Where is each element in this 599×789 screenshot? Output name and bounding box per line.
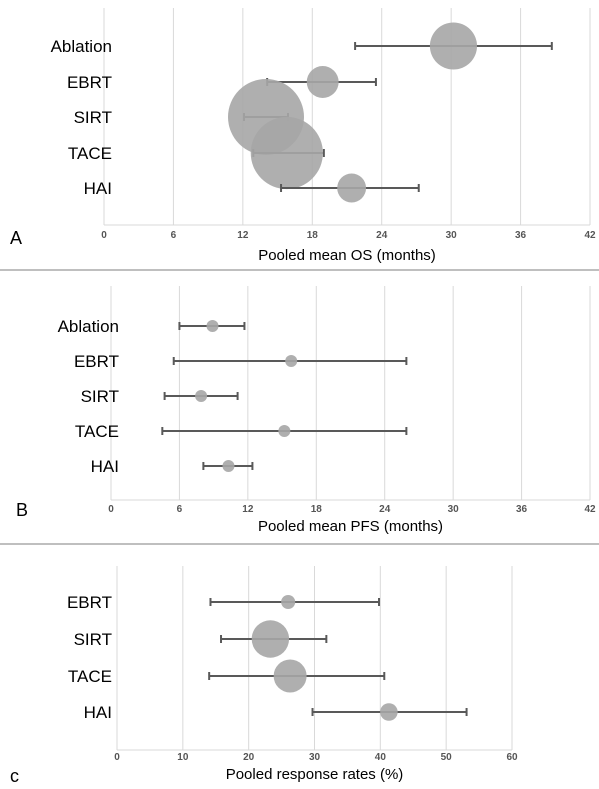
- category-label: HAI: [91, 457, 119, 476]
- estimate-bubble: [206, 320, 219, 332]
- category-label: HAI: [84, 179, 112, 198]
- panel-c: 0 10 20 30 40 50 60 EBRT SIRT TACE HAI Pooled respo…: [10, 566, 518, 786]
- x-tick-label: 6: [171, 230, 177, 241]
- x-tick-label: 40: [375, 752, 387, 763]
- estimate-bubble: [278, 425, 291, 437]
- x-tick-label: 30: [448, 504, 460, 515]
- panel-b: 0 6 12 18 24 30 36 42 Ablation EBRT SIRT TACE HAI Poo…: [16, 286, 596, 535]
- category-label: HAI: [84, 703, 112, 722]
- x-tick-label: 6: [177, 504, 183, 515]
- x-tick-label: 12: [237, 230, 249, 241]
- estimate-bubble: [285, 355, 298, 367]
- x-tick-label: 20: [243, 752, 255, 763]
- x-tick-label: 36: [516, 504, 528, 515]
- category-label: SIRT: [81, 387, 119, 406]
- estimate-bubble: [429, 22, 478, 70]
- category-label: Ablation: [51, 37, 112, 56]
- x-tick-label: 18: [311, 504, 323, 515]
- estimate-bubble: [306, 66, 339, 98]
- x-tick-label: 30: [309, 752, 321, 763]
- estimate-bubble: [281, 594, 296, 610]
- x-axis-title: Pooled response rates (%): [226, 766, 404, 783]
- x-tick-label: 18: [307, 230, 319, 241]
- panel-letter: A: [10, 228, 22, 248]
- category-label: TACE: [75, 422, 119, 441]
- estimate-bubble: [380, 703, 398, 721]
- x-axis-title: Pooled mean PFS (months): [258, 518, 443, 535]
- x-tick-label: 12: [242, 504, 254, 515]
- x-axis-title: Pooled mean OS (months): [258, 247, 436, 264]
- estimate-bubble: [273, 659, 307, 693]
- category-label: TACE: [68, 667, 112, 686]
- category-label: SIRT: [74, 108, 112, 127]
- panel-letter: B: [16, 500, 28, 520]
- x-tick-label: 60: [506, 752, 518, 763]
- estimate-bubble: [250, 116, 323, 190]
- x-tick-label: 0: [108, 504, 114, 515]
- category-label: EBRT: [67, 73, 112, 92]
- x-tick-label: 50: [441, 752, 453, 763]
- category-label: SIRT: [74, 630, 112, 649]
- x-tick-label: 0: [114, 752, 120, 763]
- estimate-bubble: [337, 173, 367, 203]
- panel-a: 0 6 12 18 24 30 36 42 Ablation EBRT SIRT TACE HAI Poo…: [10, 8, 596, 264]
- x-tick-label: 36: [515, 230, 527, 241]
- x-tick-label: 10: [177, 752, 189, 763]
- x-tick-label: 42: [584, 230, 596, 241]
- x-tick-label: 42: [584, 504, 596, 515]
- x-tick-label: 24: [376, 230, 388, 241]
- estimate-bubble: [251, 620, 290, 658]
- estimate-bubble: [195, 390, 208, 402]
- panel-letter: c: [10, 766, 19, 786]
- estimate-bubble: [222, 460, 235, 472]
- category-label: TACE: [68, 144, 112, 163]
- category-label: Ablation: [58, 317, 119, 336]
- x-tick-label: 24: [379, 504, 391, 515]
- x-tick-label: 30: [446, 230, 458, 241]
- category-label: EBRT: [67, 593, 112, 612]
- x-tick-label: 0: [101, 230, 107, 241]
- category-label: EBRT: [74, 352, 119, 371]
